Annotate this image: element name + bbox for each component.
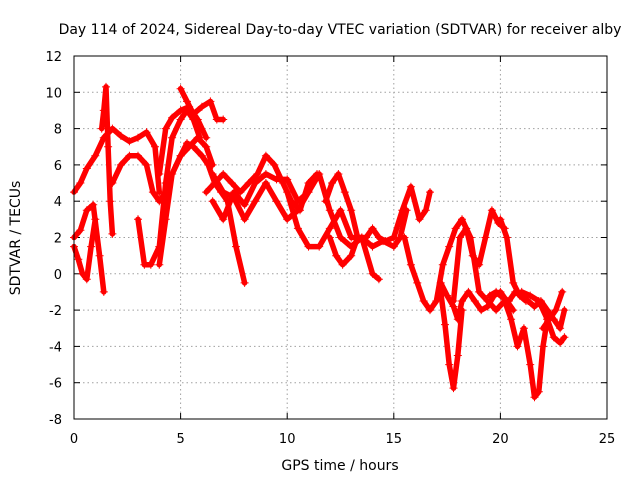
markers-sat-n bbox=[325, 182, 434, 269]
markers-sat-v bbox=[496, 215, 530, 305]
y-tick-label: 10 bbox=[45, 86, 62, 101]
markers-sat-g bbox=[176, 84, 228, 124]
trace-sat-r bbox=[437, 289, 465, 391]
y-tick-label: -8 bbox=[49, 413, 62, 428]
axis-ticks: 0 5 10 15 20 25 -8 -6 -4 -2 0 2 4 6 8 10 12 bbox=[45, 50, 615, 447]
y-tick-label: 4 bbox=[54, 195, 62, 210]
x-tick-label: 10 bbox=[279, 432, 296, 447]
markers-sat-r bbox=[436, 287, 466, 393]
markers-sat-o bbox=[321, 170, 362, 242]
markers-sat-b bbox=[97, 82, 117, 238]
x-tick-label: 5 bbox=[176, 432, 184, 447]
y-tick-label: -2 bbox=[49, 304, 62, 319]
x-tick-label: 25 bbox=[599, 432, 616, 447]
data-traces bbox=[70, 82, 569, 402]
trace-sat-x bbox=[540, 289, 565, 332]
x-tick-label: 20 bbox=[492, 432, 509, 447]
y-tick-label: 12 bbox=[45, 50, 62, 65]
x-tick-label: 15 bbox=[386, 432, 403, 447]
markers-sat-x bbox=[539, 287, 567, 333]
markers-sat-i bbox=[155, 133, 217, 269]
y-tick-label: 6 bbox=[54, 159, 62, 174]
x-tick-label: 0 bbox=[70, 432, 78, 447]
chart-title: Day 114 of 2024, Sidereal Day-to-day VTE… bbox=[59, 22, 622, 38]
y-tick-label: -4 bbox=[49, 340, 62, 355]
trace-sat-a bbox=[71, 125, 163, 195]
trace-sat-d bbox=[71, 216, 99, 282]
trace-sat-i bbox=[156, 134, 216, 268]
y-tick-label: -6 bbox=[49, 377, 62, 392]
x-axis-label: GPS time / hours bbox=[281, 458, 398, 474]
trace-sat-o bbox=[322, 171, 361, 241]
trace-sat-c bbox=[71, 202, 107, 295]
y-tick-label: 8 bbox=[54, 123, 62, 138]
plot-frame bbox=[73, 55, 608, 420]
y-tick-label: 2 bbox=[54, 232, 62, 247]
y-axis-label: SDTVAR / TECUs bbox=[8, 181, 24, 296]
markers-sat-l bbox=[208, 170, 313, 224]
y-tick-label: 0 bbox=[54, 268, 62, 283]
